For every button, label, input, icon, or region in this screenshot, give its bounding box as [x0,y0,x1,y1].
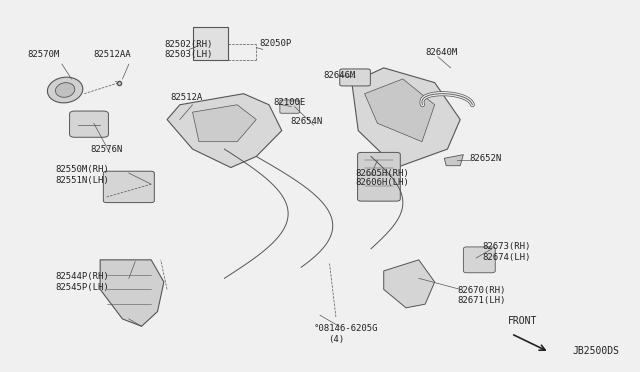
FancyBboxPatch shape [280,100,300,113]
Text: 82576N: 82576N [91,145,123,154]
Text: 82100E: 82100E [273,99,306,108]
Text: °08146-6205G: °08146-6205G [314,324,378,333]
Polygon shape [365,79,435,142]
Polygon shape [384,260,435,308]
Text: 82503(LH): 82503(LH) [164,51,212,60]
Text: 82671(LH): 82671(LH) [457,296,506,305]
Polygon shape [193,105,256,142]
Text: 82512AA: 82512AA [94,51,131,60]
Text: 82670(RH): 82670(RH) [457,286,506,295]
Text: 82550M(RH): 82550M(RH) [56,165,109,174]
FancyBboxPatch shape [463,247,495,273]
Text: FRONT: FRONT [508,316,538,326]
Text: JB2500DS: JB2500DS [573,346,620,356]
Text: 82646M: 82646M [323,71,355,80]
Polygon shape [167,94,282,167]
Text: 82652N: 82652N [470,154,502,163]
FancyBboxPatch shape [358,153,400,201]
Text: 82570M: 82570M [27,51,59,60]
Text: 82605H(RH): 82605H(RH) [355,169,409,177]
Text: 82050P: 82050P [259,39,292,48]
Polygon shape [100,260,164,326]
Text: 82512A: 82512A [170,93,202,102]
Text: 82545P(LH): 82545P(LH) [56,283,109,292]
FancyBboxPatch shape [193,27,228,61]
Text: 82606H(LH): 82606H(LH) [355,178,409,187]
Text: 82502(RH): 82502(RH) [164,41,212,49]
Ellipse shape [56,83,75,97]
Text: (4): (4) [328,335,344,344]
Polygon shape [352,68,460,167]
Text: 82674(LH): 82674(LH) [483,253,531,262]
FancyBboxPatch shape [103,171,154,203]
Text: 82551N(LH): 82551N(LH) [56,176,109,185]
FancyBboxPatch shape [340,69,371,86]
Text: 82654N: 82654N [291,117,323,126]
Polygon shape [444,155,463,166]
Ellipse shape [47,77,83,103]
Text: 82640M: 82640M [425,48,458,57]
Text: 82544P(RH): 82544P(RH) [56,272,109,281]
Text: 82673(RH): 82673(RH) [483,243,531,251]
FancyBboxPatch shape [70,111,108,137]
